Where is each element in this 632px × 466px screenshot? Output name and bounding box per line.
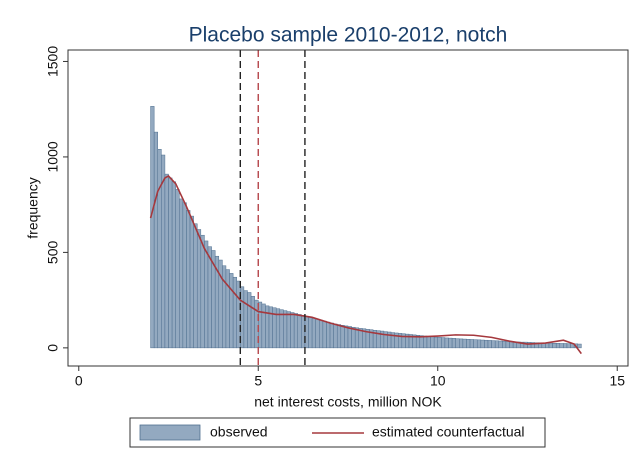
histogram-bar — [179, 198, 184, 349]
histogram-bar — [502, 340, 507, 349]
histogram-bar — [548, 342, 553, 349]
histogram-bar — [469, 339, 474, 349]
x-tick-label: 15 — [609, 373, 625, 389]
plot-frame — [67, 49, 629, 367]
y-tick-label: 0 — [45, 344, 61, 352]
histogram-bar — [451, 338, 456, 349]
y-axis-label: frequency — [25, 177, 41, 238]
histogram-bar — [351, 326, 356, 349]
y-tick-label: 1500 — [45, 46, 61, 77]
histogram-bar — [315, 318, 320, 349]
y-tick-label: 500 — [45, 241, 61, 265]
histogram-bar — [189, 215, 194, 349]
histogram-bar — [279, 309, 284, 349]
histogram-bar — [473, 339, 478, 349]
x-tick-label: 5 — [254, 373, 262, 389]
histogram-bar — [430, 336, 435, 349]
histogram-bar — [297, 314, 302, 349]
histogram-bar — [433, 336, 438, 349]
histogram-bar — [426, 336, 431, 349]
histogram-bar — [484, 339, 489, 349]
histogram-bar — [347, 326, 352, 349]
histogram-bar — [462, 338, 467, 349]
histogram-bar — [204, 240, 209, 349]
histogram-bar — [444, 337, 449, 349]
histogram-bar — [333, 323, 338, 349]
histogram-bar — [286, 311, 291, 349]
histogram-bar — [308, 317, 313, 349]
histogram-bar — [322, 320, 327, 349]
histogram-bar — [207, 246, 212, 349]
histogram-bar — [175, 189, 180, 349]
histogram-bar — [329, 322, 334, 349]
histogram-bar — [200, 234, 205, 349]
histogram-bar — [487, 340, 492, 349]
histogram-bar — [311, 318, 316, 349]
histogram-bar — [455, 338, 460, 349]
histogram-bar — [168, 177, 173, 349]
legend-label: observed — [210, 424, 268, 440]
y-tick-label: 1000 — [45, 141, 61, 172]
histogram-bar — [293, 313, 298, 349]
histogram-bar — [563, 343, 568, 349]
histogram-bar — [304, 316, 309, 349]
histogram-bar — [566, 343, 571, 349]
histogram-bar — [340, 325, 345, 349]
histogram-bar — [494, 340, 500, 349]
histogram-bar — [232, 276, 237, 349]
histogram-bar — [336, 324, 342, 349]
histogram-bar — [222, 265, 227, 349]
histogram-bar — [225, 269, 230, 349]
histogram-bar — [491, 340, 496, 349]
histogram-bar — [229, 273, 234, 349]
histogram-bar — [344, 325, 349, 349]
legend-label: estimated counterfactual — [372, 424, 525, 440]
histogram-bar — [171, 181, 176, 349]
histogram-bar — [466, 339, 471, 349]
histogram-bar — [186, 210, 191, 349]
histogram-bar — [250, 296, 255, 349]
histogram-bar — [480, 339, 485, 349]
histogram-bar — [283, 310, 288, 349]
histogram-bar — [193, 223, 198, 349]
histogram-bar — [354, 327, 360, 349]
histogram-bar — [476, 339, 482, 349]
histogram-bar — [448, 337, 453, 349]
chart-title: Placebo sample 2010-2012, notch — [189, 24, 508, 47]
histogram-bar — [319, 319, 324, 349]
histogram-bar — [437, 337, 442, 349]
histogram-bar — [153, 131, 158, 349]
histogram-bar — [157, 149, 162, 349]
histogram-bar — [150, 106, 155, 349]
histogram-bar — [509, 341, 514, 349]
histogram-bar — [247, 292, 252, 349]
histogram-bar — [243, 290, 248, 349]
histogram-bar — [555, 343, 561, 349]
legend-swatch — [139, 424, 201, 441]
counterfactual-line — [149, 175, 582, 355]
histogram-bar — [290, 312, 295, 349]
histogram-bar — [261, 303, 266, 349]
histogram-bar — [577, 343, 582, 349]
histogram-bar — [559, 343, 564, 349]
x-tick-label: 0 — [75, 373, 83, 389]
x-tick-label: 10 — [430, 373, 446, 389]
histogram-bar — [423, 335, 428, 349]
histogram-bar — [196, 229, 202, 349]
histogram-bar — [441, 337, 446, 349]
histogram-bar — [459, 338, 464, 349]
histogram-bar — [182, 202, 187, 349]
histogram-bar — [164, 173, 169, 349]
histogram-bar — [552, 343, 557, 349]
histogram-bar — [505, 341, 510, 349]
histogram-bar — [326, 321, 331, 349]
histogram-bar — [498, 340, 503, 349]
x-axis-label: net interest costs, million NOK — [254, 394, 442, 410]
